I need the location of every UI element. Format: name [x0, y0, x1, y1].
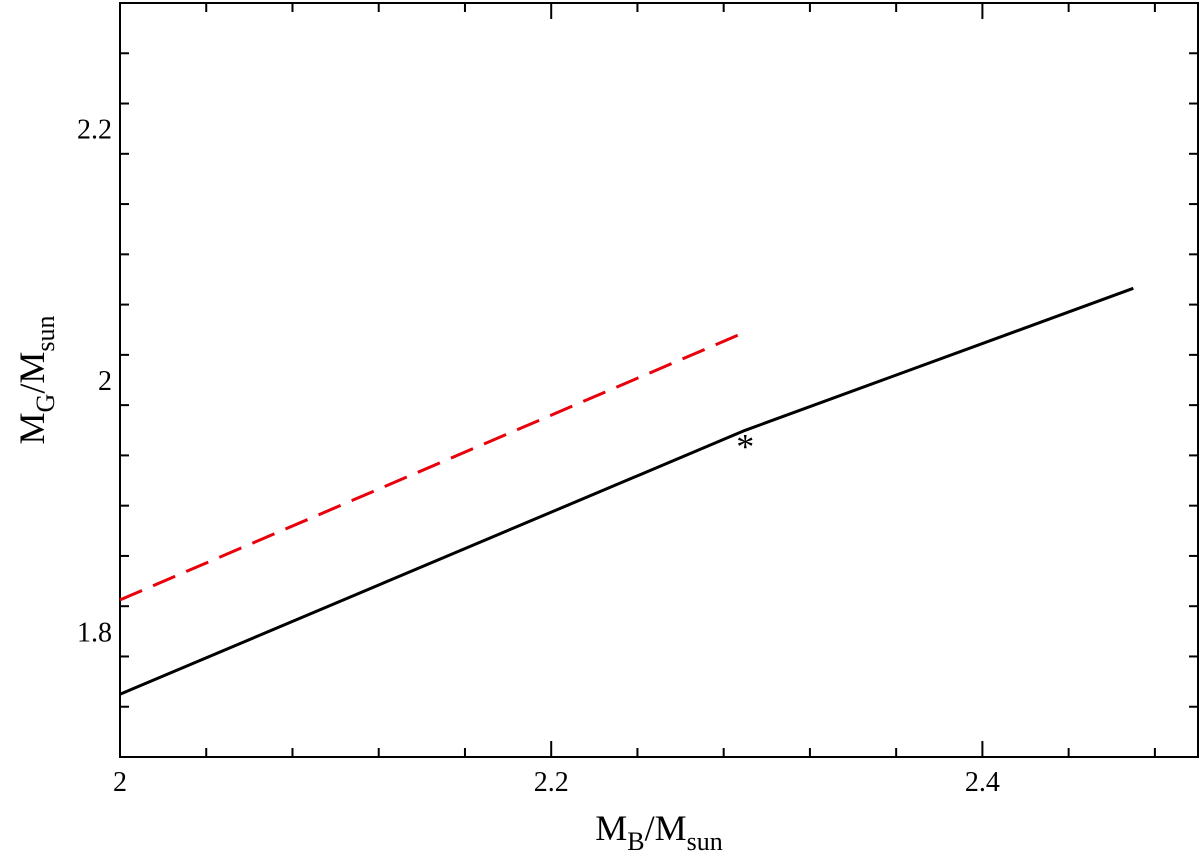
- y-tick-label: 1.8: [77, 617, 112, 648]
- axis-ticks: [119, 2, 1198, 758]
- x-tick-label: 2.2: [534, 767, 569, 798]
- y-axis-title: MG/Msun: [12, 316, 60, 445]
- series-layer: [119, 286, 1134, 696]
- star-marker: *: [736, 426, 754, 466]
- x-tick-label: 2.4: [965, 767, 1000, 798]
- x-tick-label: 2: [113, 767, 127, 798]
- series-line-2: [119, 333, 740, 602]
- x-axis-title: MB/Msun: [595, 808, 723, 856]
- marker-layer: *: [736, 426, 754, 466]
- plot-frame: [119, 2, 1199, 758]
- y-tick-label: 2: [98, 366, 112, 397]
- series-line-1: [119, 286, 1134, 696]
- y-tick-label: 2.2: [77, 115, 112, 146]
- tick-labels: 2 2.2 2.4 1.8 2 2.2: [77, 115, 1000, 798]
